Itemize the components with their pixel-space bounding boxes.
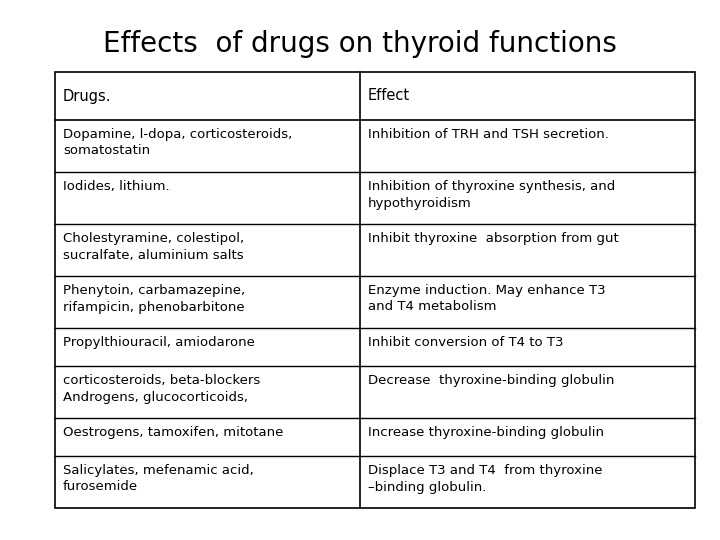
Bar <box>55 72 695 508</box>
Text: Inhibit conversion of T4 to T3: Inhibit conversion of T4 to T3 <box>368 336 564 349</box>
Text: Enzyme induction. May enhance T3
and T4 metabolism: Enzyme induction. May enhance T3 and T4 … <box>368 284 606 314</box>
Text: Decrease  thyroxine-binding globulin: Decrease thyroxine-binding globulin <box>368 374 614 387</box>
Text: Effects  of drugs on thyroid functions: Effects of drugs on thyroid functions <box>103 30 617 58</box>
Text: corticosteroids, beta-blockers
Androgens, glucocorticoids,: corticosteroids, beta-blockers Androgens… <box>63 374 260 403</box>
Text: Salicylates, mefenamic acid,
furosemide: Salicylates, mefenamic acid, furosemide <box>63 464 253 494</box>
Text: Displace T3 and T4  from thyroxine
–binding globulin.: Displace T3 and T4 from thyroxine –bindi… <box>368 464 603 494</box>
Text: Phenytoin, carbamazepine,
rifampicin, phenobarbitone: Phenytoin, carbamazepine, rifampicin, ph… <box>63 284 245 314</box>
Text: Cholestyramine, colestipol,
sucralfate, aluminium salts: Cholestyramine, colestipol, sucralfate, … <box>63 232 244 261</box>
Text: Effect: Effect <box>368 89 410 104</box>
Text: Inhibition of thyroxine synthesis, and
hypothyroidism: Inhibition of thyroxine synthesis, and h… <box>368 180 616 210</box>
Text: Iodides, lithium.: Iodides, lithium. <box>63 180 170 193</box>
Text: Drugs.: Drugs. <box>63 89 112 104</box>
Text: Increase thyroxine-binding globulin: Increase thyroxine-binding globulin <box>368 426 604 439</box>
Text: Dopamine, l-dopa, corticosteroids,
somatostatin: Dopamine, l-dopa, corticosteroids, somat… <box>63 128 292 158</box>
Text: Inhibition of TRH and TSH secretion.: Inhibition of TRH and TSH secretion. <box>368 128 609 141</box>
Text: Oestrogens, tamoxifen, mitotane: Oestrogens, tamoxifen, mitotane <box>63 426 284 439</box>
Text: Inhibit thyroxine  absorption from gut: Inhibit thyroxine absorption from gut <box>368 232 618 245</box>
Text: Propylthiouracil, amiodarone: Propylthiouracil, amiodarone <box>63 336 255 349</box>
